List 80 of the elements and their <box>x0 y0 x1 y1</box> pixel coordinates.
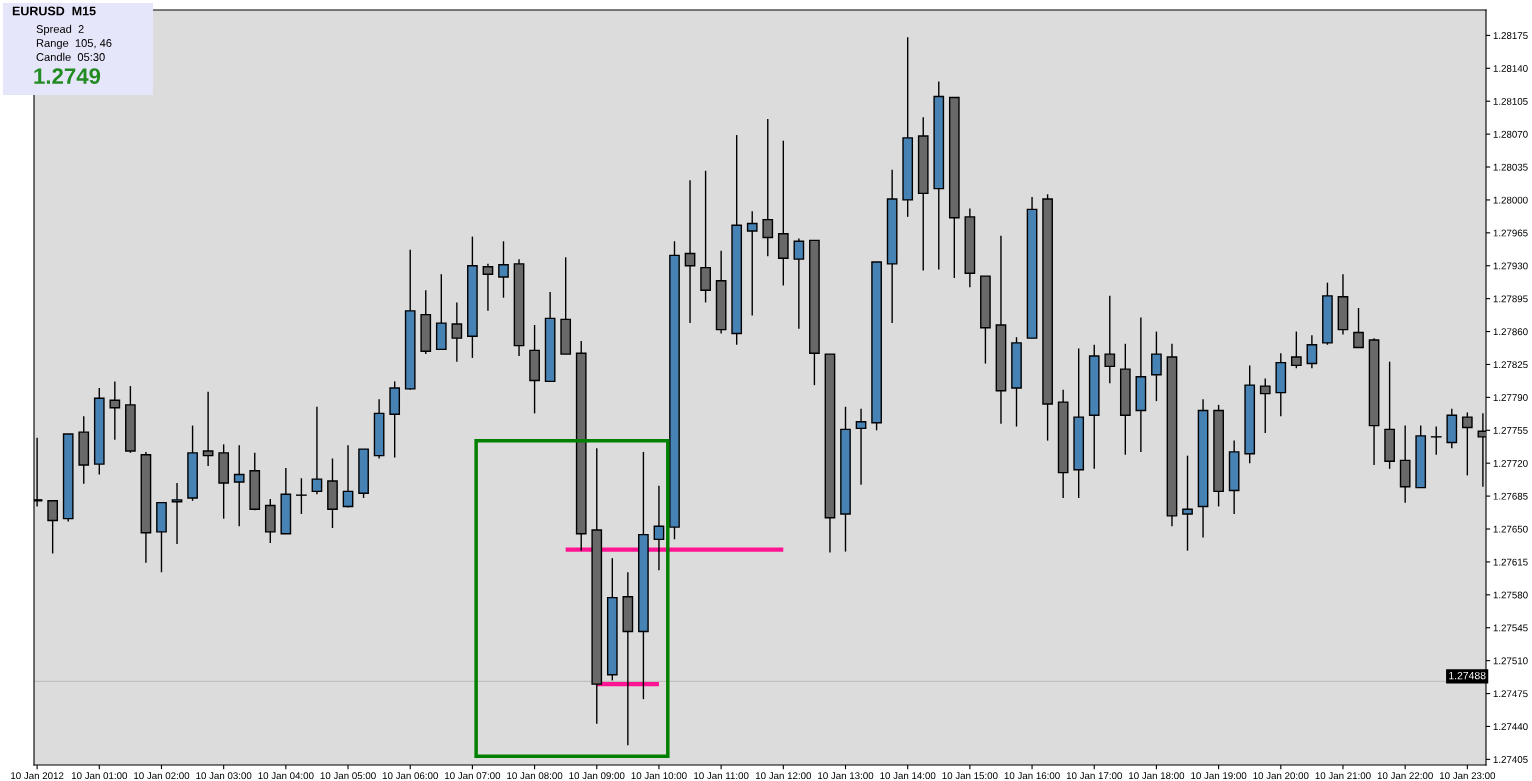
y-tick-label: 1.27650 <box>1493 525 1528 533</box>
candlestick <box>700 170 711 304</box>
y-tick-label: 1.27895 <box>1493 295 1528 303</box>
candlestick <box>109 380 121 441</box>
y-tick-label: 1.27930 <box>1493 262 1528 270</box>
candlestick <box>1290 330 1302 369</box>
x-tick-label: 10 Jan 07:00 <box>445 772 501 780</box>
annotation: Spread 2 <box>36 24 84 36</box>
candlestick <box>1306 334 1318 369</box>
candlestick <box>202 391 214 467</box>
x-tick-label: 10 Jan 13:00 <box>818 772 874 780</box>
y-tick-label: 1.27440 <box>1493 723 1528 731</box>
y-tick-label: 1.27860 <box>1493 328 1528 336</box>
y-tick-label: 1.28035 <box>1493 163 1528 171</box>
x-tick-label: 10 Jan 08:00 <box>507 772 563 780</box>
x-tick-label: 10 Jan 16:00 <box>1004 772 1060 780</box>
x-tick-label: 10 Jan 11:00 <box>694 772 749 780</box>
y-tick-label: 1.28000 <box>1493 196 1528 204</box>
annotation: 1.2749 <box>34 68 101 84</box>
candlestick <box>653 485 665 572</box>
x-tick-label: 10 Jan 04:00 <box>258 772 314 780</box>
candlestick <box>1104 295 1116 384</box>
x-tick-label: 10 Jan 21:00 <box>1315 772 1371 780</box>
candlestick <box>762 118 774 258</box>
y-tick-label: 1.28105 <box>1493 97 1528 105</box>
y-tick-label: 1.27510 <box>1493 657 1528 665</box>
candlestick <box>47 500 59 555</box>
y-tick-label: 1.27475 <box>1493 690 1528 698</box>
candlestick <box>296 477 307 515</box>
x-tick-label: 10 Jan 12:00 <box>755 772 812 780</box>
x-tick-label: 10 Jan 17:00 <box>1066 772 1122 780</box>
candlestick <box>311 406 323 495</box>
y-tick-label: 1.27580 <box>1493 591 1528 599</box>
y-tick-label: 1.27405 <box>1493 756 1528 763</box>
annotation: Range 105, 46 <box>36 39 112 50</box>
candlestick <box>233 444 245 527</box>
y-tick-label: 1.28140 <box>1493 65 1528 72</box>
y-tick-label: 1.27755 <box>1493 427 1528 434</box>
x-tick-label: 10 Jan 22:00 <box>1377 772 1433 780</box>
candlestick <box>451 301 463 363</box>
y-tick-label: 1.27685 <box>1493 492 1528 500</box>
candlestick <box>855 407 867 486</box>
y-tick-label: 1.27545 <box>1493 624 1528 632</box>
candlestick <box>1259 377 1271 434</box>
candlestick <box>1151 330 1162 402</box>
candlestick <box>684 179 696 324</box>
x-tick-label: 10 Jan 10:00 <box>631 772 687 780</box>
candlestick <box>342 444 354 509</box>
annotation: Candle 05:30 <box>36 52 105 61</box>
x-tick-label: 10 Jan 19:00 <box>1191 772 1247 780</box>
candlestick <box>1430 425 1442 456</box>
x-tick-label: 10 Jan 06:00 <box>382 772 438 780</box>
x-tick-label: 10 Jan 20:00 <box>1253 772 1309 780</box>
y-tick-label: 1.28175 <box>1493 32 1528 39</box>
candlestick <box>498 240 509 299</box>
candlestick <box>1461 411 1473 477</box>
candlestick <box>793 237 805 330</box>
x-tick-label: 10 Jan 02:00 <box>134 772 190 780</box>
candlestick <box>746 210 758 317</box>
y-tick-label: 1.27825 <box>1493 361 1528 369</box>
y-tick-label: 1.27965 <box>1493 229 1528 237</box>
candlestick <box>171 482 183 545</box>
x-tick-label: 10 Jan 2012 <box>11 772 64 780</box>
candlestick <box>1182 454 1193 552</box>
x-tick-label: 10 Jan 23:00 <box>1439 772 1496 780</box>
x-tick-label: 10 Jan 05:00 <box>320 772 376 780</box>
y-tick-label: 1.27790 <box>1493 394 1528 401</box>
chart-title: EURUSD M15 <box>12 6 96 16</box>
y-tick-label: 1.27720 <box>1493 459 1528 467</box>
y-tick-label: 1.27615 <box>1493 558 1528 566</box>
candlestick <box>1353 307 1364 349</box>
candlestick <box>482 263 494 312</box>
x-tick-label: 10 Jan 09:00 <box>569 772 625 780</box>
x-tick-label: 10 Jan 14:00 <box>880 772 936 780</box>
y-tick-label: 1.28070 <box>1493 130 1528 138</box>
x-tick-label: 10 Jan 03:00 <box>196 772 252 780</box>
x-tick-label: 10 Jan 18:00 <box>1129 772 1185 780</box>
ref-line-label: 1.27488 <box>1449 671 1486 680</box>
x-tick-label: 10 Jan 01:00 <box>71 772 128 780</box>
x-tick-label: 10 Jan 15:00 <box>942 772 998 780</box>
